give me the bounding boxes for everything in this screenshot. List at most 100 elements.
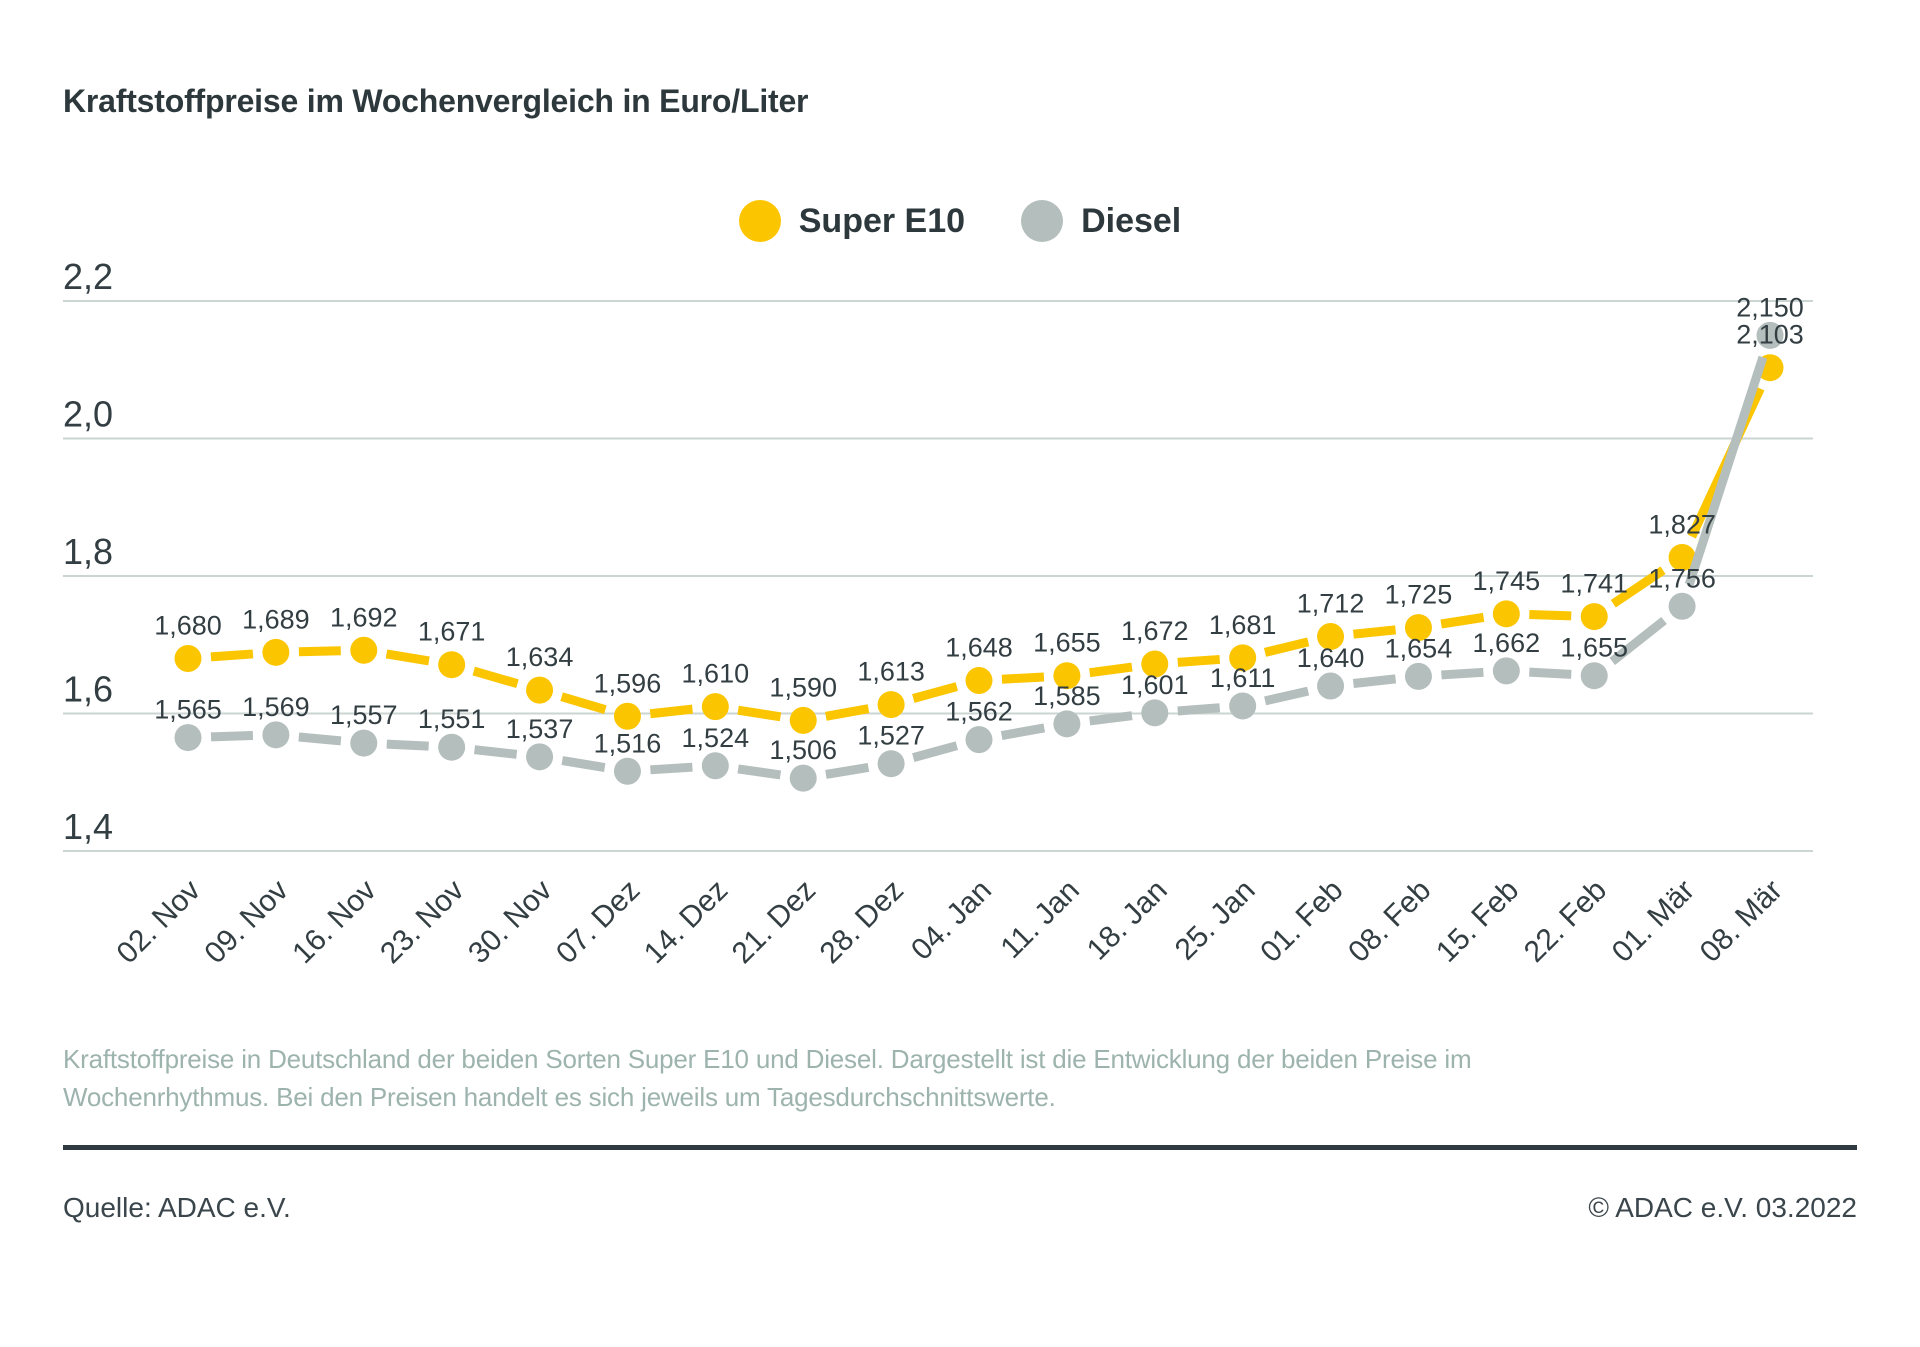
y-tick-label: 1,8 — [63, 531, 113, 572]
y-tick-label: 1,6 — [63, 669, 113, 710]
x-tick-label: 04. Jan — [905, 874, 998, 967]
data-label-diesel: 1,654 — [1385, 633, 1453, 663]
data-point-diesel — [262, 721, 290, 749]
chart-legend: Super E10 Diesel — [0, 200, 1920, 242]
series-segment-super-e10 — [1610, 566, 1666, 608]
x-tick-label: 01. Feb — [1254, 874, 1349, 969]
data-point-diesel — [701, 752, 729, 780]
x-tick-label: 30. Nov — [462, 874, 558, 970]
series-segment-super-e10 — [1263, 637, 1310, 657]
series-segment-diesel — [650, 762, 693, 775]
data-label-super-e10: 1,655 — [1033, 628, 1101, 658]
data-point-diesel — [789, 764, 817, 792]
series-segment-super-e10 — [472, 666, 519, 689]
data-label-diesel: 1,562 — [945, 697, 1013, 727]
data-label-super-e10: 1,680 — [154, 611, 222, 641]
data-point-diesel — [965, 726, 993, 754]
series-segment-diesel — [1177, 703, 1221, 716]
data-point-diesel — [1229, 692, 1257, 720]
data-point-super-e10 — [526, 676, 554, 704]
footer: Quelle: ADAC e.V. © ADAC e.V. 03.2022 — [63, 1192, 1857, 1224]
series-segment-diesel — [561, 756, 606, 772]
data-point-diesel — [1053, 710, 1081, 738]
x-tick-label: 18. Jan — [1081, 874, 1174, 967]
data-point-diesel — [1668, 592, 1696, 620]
data-point-diesel — [438, 733, 466, 761]
series-segment-diesel — [298, 732, 342, 746]
data-label-super-e10: 1,725 — [1385, 580, 1453, 610]
series-segment-diesel — [1529, 667, 1572, 679]
data-label-diesel: 1,601 — [1121, 670, 1189, 700]
legend-item-diesel: Diesel — [1021, 200, 1181, 242]
data-point-super-e10 — [1492, 600, 1520, 628]
series-segment-super-e10 — [210, 649, 254, 662]
description-line-2: Wochenrhythmus. Bei den Preisen handelt … — [63, 1082, 1056, 1112]
data-label-diesel: 1,611 — [1210, 663, 1276, 693]
series-segment-diesel — [1441, 667, 1484, 680]
series-segment-super-e10 — [649, 704, 693, 719]
data-label-super-e10: 1,610 — [682, 659, 750, 689]
data-point-super-e10 — [438, 651, 466, 679]
series-segment-diesel — [210, 731, 254, 742]
data-point-super-e10 — [262, 638, 290, 666]
data-point-diesel — [877, 750, 905, 778]
legend-label-super-e10: Super E10 — [798, 201, 966, 240]
series-segment-diesel — [1609, 616, 1667, 665]
data-label-diesel: 1,756 — [1648, 563, 1716, 593]
data-point-super-e10 — [350, 636, 378, 664]
x-tick-label: 15. Feb — [1430, 874, 1525, 969]
data-label-diesel: 1,565 — [154, 695, 222, 725]
data-label-super-e10: 1,689 — [242, 604, 310, 634]
series-segment-super-e10 — [298, 646, 341, 657]
series-segment-super-e10 — [825, 704, 870, 721]
description-line-1: Kraftstoffpreise in Deutschland der beid… — [63, 1044, 1472, 1074]
data-point-super-e10 — [701, 693, 729, 721]
data-point-super-e10 — [1317, 623, 1345, 650]
data-point-diesel — [1317, 672, 1345, 700]
x-tick-label: 02. Nov — [111, 874, 207, 970]
page-title: Kraftstoffpreise im Wochenvergleich in E… — [63, 83, 809, 119]
data-label-super-e10: 1,827 — [1648, 509, 1716, 539]
series-segment-super-e10 — [1440, 612, 1485, 629]
data-label-diesel: 1,557 — [330, 700, 398, 730]
data-label-super-e10: 1,672 — [1121, 616, 1189, 646]
data-point-super-e10 — [877, 691, 905, 719]
series-segment-diesel — [1089, 711, 1133, 726]
data-label-diesel: 1,516 — [594, 728, 662, 758]
series-segment-diesel — [1352, 674, 1397, 688]
x-tick-label: 25. Jan — [1169, 874, 1262, 967]
data-label-diesel: 1,537 — [506, 714, 574, 744]
data-label-super-e10: 2,103 — [1736, 320, 1804, 350]
data-point-diesel — [1580, 662, 1608, 690]
data-label-super-e10: 1,681 — [1209, 610, 1277, 640]
series-segment-super-e10 — [1001, 672, 1045, 684]
data-label-diesel: 1,569 — [242, 692, 310, 722]
x-tick-label: 28. Dez — [814, 874, 910, 970]
series-segment-diesel — [386, 739, 429, 751]
data-label-super-e10: 1,741 — [1560, 569, 1628, 599]
data-point-super-e10 — [613, 702, 641, 730]
y-tick-label: 2,2 — [63, 256, 113, 297]
data-point-diesel — [613, 757, 641, 785]
data-point-diesel — [350, 729, 378, 757]
x-tick-label: 21. Dez — [726, 874, 822, 970]
y-tick-label: 1,4 — [63, 806, 113, 847]
series-segment-super-e10 — [1352, 625, 1397, 639]
data-label-diesel: 1,506 — [769, 735, 837, 765]
series-segment-super-e10 — [1177, 654, 1221, 667]
series-segment-diesel — [737, 764, 782, 780]
data-label-super-e10: 1,745 — [1473, 566, 1541, 596]
series-segment-super-e10 — [385, 649, 430, 666]
data-label-super-e10: 1,634 — [506, 642, 574, 672]
data-point-diesel — [526, 743, 554, 771]
x-tick-label: 08. Mär — [1694, 874, 1789, 969]
data-point-super-e10 — [1580, 603, 1608, 631]
data-label-diesel: 1,655 — [1560, 633, 1628, 663]
x-tick-label: 09. Nov — [198, 874, 294, 970]
data-point-super-e10 — [1053, 662, 1081, 690]
chart-description: Kraftstoffpreise in Deutschland der beid… — [63, 1040, 1823, 1116]
data-label-diesel: 1,527 — [857, 721, 925, 751]
data-point-diesel — [1756, 321, 1784, 349]
data-label-super-e10: 1,613 — [857, 657, 925, 687]
data-label-diesel: 1,551 — [418, 704, 486, 734]
